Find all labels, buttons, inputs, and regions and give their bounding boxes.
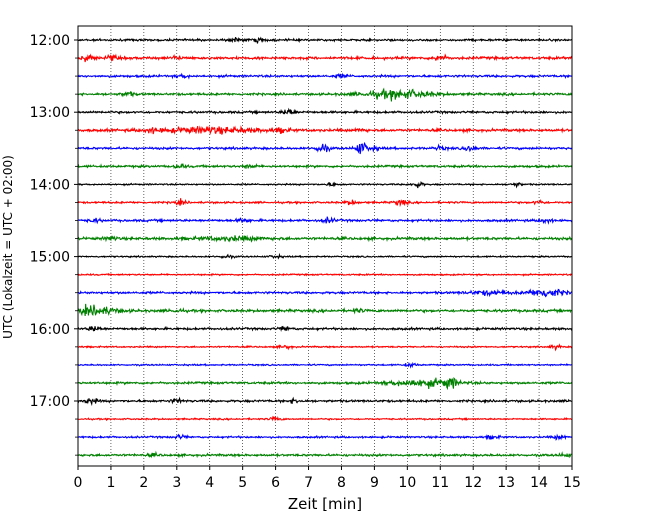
seismic-trace	[77, 141, 573, 155]
seismic-trace	[77, 36, 573, 44]
x-tick-label: 12	[464, 475, 482, 491]
seismic-trace	[77, 53, 573, 63]
seismic-trace	[77, 272, 573, 277]
x-tick-label: 0	[74, 475, 83, 491]
x-axis-ticks: 0 1 2 3 4 5 6 7 8 9 10 11 12 13 14 15	[74, 466, 581, 491]
seismic-trace	[77, 415, 573, 422]
y-tick-label: 15:00	[30, 250, 70, 266]
seismic-trace	[77, 252, 573, 260]
trace-group	[77, 36, 573, 459]
seismic-trace	[77, 325, 573, 332]
seismic-trace	[77, 303, 573, 317]
y-axis-label: UTC (Lokalzeit = UTC + 02:00)	[1, 155, 15, 339]
seismic-trace	[77, 216, 573, 225]
x-tick-label: 14	[530, 475, 548, 491]
seismic-trace	[77, 433, 573, 441]
seismic-trace	[77, 234, 573, 243]
y-tick-label: 13:00	[30, 105, 70, 121]
y-tick-label: 12:00	[30, 33, 70, 49]
x-tick-label: 7	[304, 475, 313, 491]
x-tick-label: 4	[205, 475, 214, 491]
y-tick-label: 16:00	[30, 322, 70, 338]
seismic-trace	[77, 72, 573, 80]
x-axis-label: Zeit [min]	[288, 495, 362, 513]
seismic-trace	[77, 125, 573, 136]
seismic-trace	[77, 162, 573, 170]
y-tick-label: 14:00	[30, 177, 70, 193]
seismic-trace	[77, 87, 573, 102]
seismic-trace	[77, 198, 573, 208]
x-tick-label: 10	[398, 475, 416, 491]
seismic-trace	[77, 107, 573, 116]
seismic-trace	[77, 450, 573, 459]
x-tick-label: 11	[431, 475, 449, 491]
x-tick-label: 15	[563, 475, 581, 491]
x-tick-label: 5	[238, 475, 247, 491]
x-tick-label: 2	[139, 475, 148, 491]
grid-lines	[110, 26, 540, 466]
seismic-trace	[77, 343, 573, 352]
seismic-trace	[77, 376, 573, 391]
x-tick-label: 8	[337, 475, 346, 491]
x-tick-label: 1	[106, 475, 115, 491]
y-tick-label: 17:00	[30, 394, 70, 410]
seismic-trace	[77, 361, 573, 369]
seismic-trace	[77, 396, 573, 407]
y-axis-ticks: 12:00 13:00 14:00 15:00 16:00 17:00	[30, 33, 78, 456]
x-tick-label: 6	[271, 475, 280, 491]
plot-frame	[77, 25, 573, 467]
seismic-trace	[77, 180, 573, 189]
seismic-trace	[77, 288, 573, 298]
x-tick-label: 13	[497, 475, 515, 491]
x-tick-label: 3	[172, 475, 181, 491]
x-tick-label: 9	[370, 475, 379, 491]
